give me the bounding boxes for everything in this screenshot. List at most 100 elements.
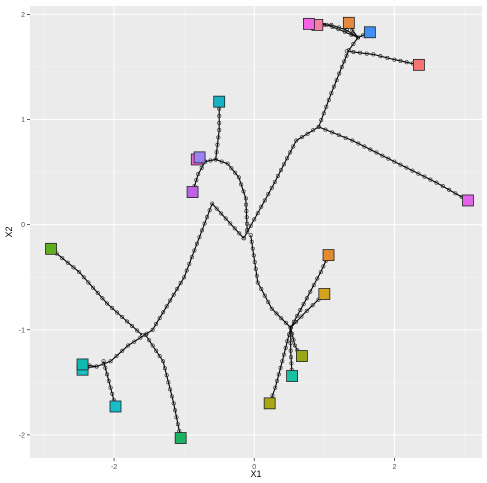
- trajectory-point: [171, 401, 176, 406]
- trajectory-point: [205, 214, 210, 219]
- trajectory-point: [269, 306, 274, 311]
- trajectory-point: [351, 41, 356, 46]
- trajectory-point: [125, 319, 130, 324]
- trajectory-point: [232, 226, 237, 231]
- trajectory-point: [404, 60, 409, 65]
- trajectory-line: [318, 126, 469, 201]
- trajectory-point: [241, 236, 246, 241]
- trajectory-point: [398, 58, 403, 63]
- trajectory-point: [244, 215, 249, 220]
- trajectory-point: [324, 104, 329, 109]
- endpoint-marker: [109, 400, 122, 413]
- trajectory-point: [310, 303, 315, 308]
- endpoint-marker: [213, 95, 226, 108]
- trajectory-point: [252, 217, 257, 222]
- trajectory-point: [380, 153, 385, 158]
- trajectory-point: [299, 135, 304, 140]
- trajectory-point: [278, 365, 283, 370]
- endpoint-marker: [45, 242, 57, 255]
- trajectory-point: [362, 144, 367, 149]
- y-tick-label: 0: [21, 222, 25, 229]
- trajectory-point: [453, 191, 458, 196]
- trajectory-point: [350, 138, 355, 143]
- trajectory-point: [368, 147, 373, 152]
- trajectory-point: [100, 296, 105, 301]
- trajectory-point: [105, 301, 110, 306]
- trajectory-point: [178, 281, 183, 286]
- trajectory-point: [285, 156, 290, 161]
- trajectory-point: [253, 266, 258, 271]
- trajectory-point: [288, 325, 293, 330]
- trajectory-point: [91, 285, 96, 290]
- trajectory-point: [210, 201, 215, 206]
- trajectory-point: [262, 198, 267, 203]
- trajectory-point: [336, 133, 341, 138]
- trajectory-point: [161, 310, 166, 315]
- trajectory-line: [192, 161, 206, 193]
- trajectory-point: [364, 51, 369, 56]
- trajectory-line: [96, 202, 245, 368]
- trajectory-point: [392, 159, 397, 164]
- trajectory-point: [194, 241, 199, 246]
- trajectory-point: [330, 25, 335, 30]
- trajectory-point: [334, 78, 339, 83]
- trajectory-point: [428, 177, 433, 182]
- trajectory-point: [311, 128, 316, 133]
- endpoint-marker: [462, 194, 474, 207]
- trajectory-point: [103, 365, 108, 370]
- trajectory-point: [301, 302, 306, 307]
- trajectory-point: [214, 206, 219, 211]
- trajectory-point: [219, 159, 224, 164]
- x-tick-label: 0: [252, 464, 256, 471]
- trajectory-point: [329, 22, 334, 27]
- trajectory-point: [196, 172, 201, 177]
- trajectory-point: [244, 208, 249, 213]
- endpoint-marker: [263, 397, 276, 410]
- trajectory-point: [244, 202, 249, 207]
- trajectory-point: [105, 372, 110, 377]
- trajectory-point: [272, 179, 277, 184]
- trajectory-point: [200, 228, 205, 233]
- trajectory-point: [147, 338, 152, 343]
- trajectory-point: [416, 171, 421, 176]
- trajectory-point: [174, 415, 179, 420]
- trajectory-point: [283, 345, 288, 350]
- trajectory-point: [323, 127, 328, 132]
- trajectory-point: [135, 328, 140, 333]
- trajectory-point: [166, 380, 171, 385]
- trajectory-point: [115, 310, 120, 315]
- trajectory-point: [276, 372, 281, 377]
- trajectory-point: [259, 287, 264, 292]
- trajectory-point: [254, 273, 259, 278]
- trajectory-point: [223, 216, 228, 221]
- trajectory-point: [270, 393, 275, 398]
- trajectory-point: [157, 354, 162, 359]
- trajectory-point: [239, 182, 244, 187]
- trajectory-point: [250, 246, 255, 251]
- endpoint-marker: [322, 249, 335, 262]
- trajectory-point: [262, 293, 267, 298]
- trajectory-point: [132, 339, 137, 344]
- y-tick-label: 1: [21, 117, 25, 124]
- trajectory-point: [434, 180, 439, 185]
- trajectory-point: [95, 290, 100, 295]
- endpoint-marker: [174, 432, 187, 444]
- trajectory-point: [162, 366, 167, 371]
- trajectory-point: [374, 150, 379, 155]
- trajectory-point: [355, 35, 360, 40]
- y-tick-label: -1: [19, 327, 25, 334]
- trajectory-point: [329, 91, 334, 96]
- trajectory-point: [214, 150, 219, 155]
- trajectory-point: [252, 260, 257, 265]
- trajectory-point: [199, 165, 204, 170]
- trajectory-point: [175, 286, 180, 291]
- trajectory-point: [422, 174, 427, 179]
- trajectory-line: [290, 254, 329, 328]
- trajectory-point: [217, 113, 222, 118]
- trajectory-point: [157, 316, 162, 321]
- trajectory-point: [275, 174, 280, 179]
- trajectory-point: [184, 268, 189, 273]
- trajectory-line: [50, 248, 143, 336]
- trajectory-point: [346, 48, 351, 53]
- trajectory-point: [311, 283, 316, 288]
